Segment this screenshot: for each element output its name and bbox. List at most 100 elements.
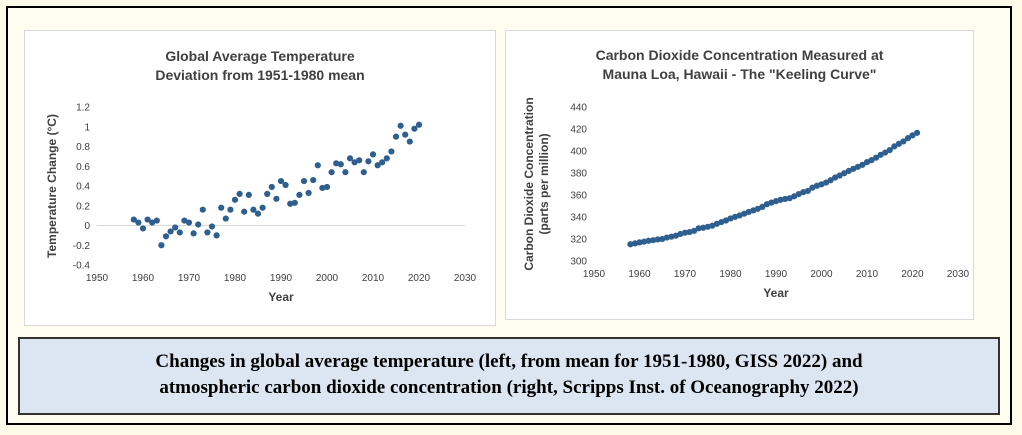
temperature-data-point bbox=[264, 190, 271, 197]
temperature-data-point bbox=[305, 189, 312, 197]
co2-xtick-label: 1980 bbox=[719, 269, 742, 280]
co2-chart-title: Carbon Dioxide Concentration Measured at… bbox=[506, 46, 973, 84]
co2-xtick-label: 1960 bbox=[628, 269, 651, 280]
temperature-data-point bbox=[296, 191, 303, 198]
temperature-data-point bbox=[167, 228, 174, 235]
co2-xtick-label: 2000 bbox=[810, 269, 833, 280]
temperature-data-point bbox=[144, 216, 151, 223]
temperature-data-point bbox=[287, 200, 294, 207]
temperature-data-point bbox=[273, 195, 280, 202]
temperature-data-point bbox=[369, 151, 377, 158]
temperature-data-point bbox=[397, 122, 404, 129]
temperature-xtick-label: 2030 bbox=[454, 273, 477, 284]
temperature-data-point bbox=[250, 206, 257, 213]
temperature-ytick-label: 1 bbox=[84, 122, 90, 133]
co2-ytick-label: 440 bbox=[570, 103, 587, 114]
co2-ytick-label: 340 bbox=[570, 213, 587, 224]
temperature-data-point bbox=[406, 138, 413, 145]
temperature-data-point bbox=[379, 159, 386, 166]
temperature-data-point bbox=[300, 177, 308, 185]
co2-data-point bbox=[891, 143, 898, 150]
temperature-data-point bbox=[139, 225, 147, 232]
temperature-ytick-label: 0.4 bbox=[76, 182, 90, 193]
temperature-ytick-label: 1.2 bbox=[76, 103, 90, 114]
temperature-ytick-label: 0.6 bbox=[76, 162, 90, 173]
temperature-data-point bbox=[185, 219, 193, 226]
temperature-data-point bbox=[374, 162, 381, 169]
temperature-data-point bbox=[323, 183, 331, 191]
temperature-xtick-label: 2010 bbox=[362, 273, 385, 284]
temperature-xtick-label: 1960 bbox=[132, 273, 155, 284]
temperature-xtick-label: 1990 bbox=[270, 273, 293, 284]
temperature-data-point bbox=[282, 181, 289, 189]
temperature-chart-title: Global Average Temperature Deviation fro… bbox=[25, 47, 495, 85]
co2-title-line-2: Mauna Loa, Hawaii - The "Keeling Curve" bbox=[602, 66, 877, 82]
temperature-chart: -0.4 -0.2 0 0.2 0.4 0.6 0.8 1 1.2 1950 1960 1970 198… bbox=[45, 103, 477, 305]
co2-x-axis-label: Year bbox=[763, 286, 789, 300]
temperature-data-point bbox=[153, 217, 160, 224]
temperature-ytick-label: 0 bbox=[84, 221, 90, 232]
temperature-data-point bbox=[245, 191, 252, 198]
temperature-data-point bbox=[135, 219, 142, 226]
temperature-data-point bbox=[204, 229, 211, 236]
co2-xtick-label: 2010 bbox=[856, 269, 879, 280]
temperature-data-point bbox=[402, 131, 409, 138]
temperature-xtick-label: 1980 bbox=[224, 273, 247, 284]
caption-line-2: atmospheric carbon dioxide concentration… bbox=[159, 377, 859, 398]
temperature-data-point bbox=[222, 215, 229, 222]
temperature-data-point bbox=[319, 184, 326, 192]
temperature-data-point bbox=[415, 121, 423, 128]
temperature-data-point bbox=[291, 199, 298, 206]
temperature-data-point bbox=[356, 157, 363, 164]
temperature-data-point bbox=[236, 190, 243, 197]
temperature-ytick-label: -0.4 bbox=[73, 261, 91, 272]
co2-data-point bbox=[654, 236, 661, 243]
co2-ytick-label: 420 bbox=[570, 125, 587, 136]
temperature-title-line-1: Global Average Temperature bbox=[165, 48, 355, 64]
temperature-data-point bbox=[346, 155, 354, 162]
co2-xtick-label: 1950 bbox=[583, 269, 606, 280]
temperature-data-point bbox=[227, 206, 234, 213]
temperature-xtick-label: 1970 bbox=[178, 273, 201, 284]
temperature-data-point bbox=[383, 155, 390, 162]
co2-data-point bbox=[882, 149, 889, 156]
temperature-data-point bbox=[176, 229, 183, 236]
temperature-data-point bbox=[268, 183, 275, 191]
temperature-data-point bbox=[392, 133, 400, 140]
co2-ytick-label: 380 bbox=[570, 169, 587, 180]
temperature-data-point bbox=[360, 169, 367, 176]
temperature-data-point bbox=[314, 162, 321, 169]
temperature-data-point bbox=[337, 161, 344, 168]
temperature-ytick-label: 0.2 bbox=[76, 201, 90, 212]
temperature-data-point bbox=[190, 230, 197, 237]
temperature-data-point bbox=[218, 204, 225, 211]
co2-ytick-label: 400 bbox=[570, 147, 587, 158]
co2-xtick-label: 1990 bbox=[765, 269, 788, 280]
co2-chart-panel: Carbon Dioxide Concentration Measured at… bbox=[505, 30, 974, 320]
co2-xtick-label: 2030 bbox=[947, 269, 970, 280]
co2-y-axis-label-line: Carbon Dioxide Concentration bbox=[522, 97, 536, 270]
co2-data-point bbox=[886, 147, 893, 154]
temperature-data-point bbox=[254, 210, 262, 217]
figure-caption: Changes in global average temperature (l… bbox=[18, 337, 1000, 415]
co2-data-point bbox=[900, 138, 907, 145]
temperature-data-point bbox=[199, 206, 206, 213]
temperature-data-point bbox=[208, 223, 216, 230]
co2-data-point bbox=[759, 203, 766, 210]
temperature-data-point bbox=[213, 232, 220, 239]
temperature-data-point bbox=[195, 221, 202, 228]
temperature-data-point bbox=[365, 158, 372, 165]
caption-line-1: Changes in global average temperature (l… bbox=[155, 351, 863, 372]
co2-ytick-label: 360 bbox=[570, 191, 587, 202]
co2-data-point bbox=[868, 157, 875, 164]
co2-ytick-label: 300 bbox=[570, 257, 587, 268]
co2-title-line-1: Carbon Dioxide Concentration Measured at bbox=[595, 47, 884, 63]
co2-data-point bbox=[695, 225, 702, 232]
co2-y-axis-label-line: (parts per million) bbox=[537, 133, 551, 234]
co2-data-point bbox=[873, 154, 880, 161]
temperature-xtick-label: 2020 bbox=[408, 273, 431, 284]
temperature-data-point bbox=[259, 204, 266, 211]
temperature-data-point bbox=[172, 224, 179, 231]
temperature-data-point bbox=[342, 169, 349, 176]
temperature-data-point bbox=[231, 196, 239, 203]
